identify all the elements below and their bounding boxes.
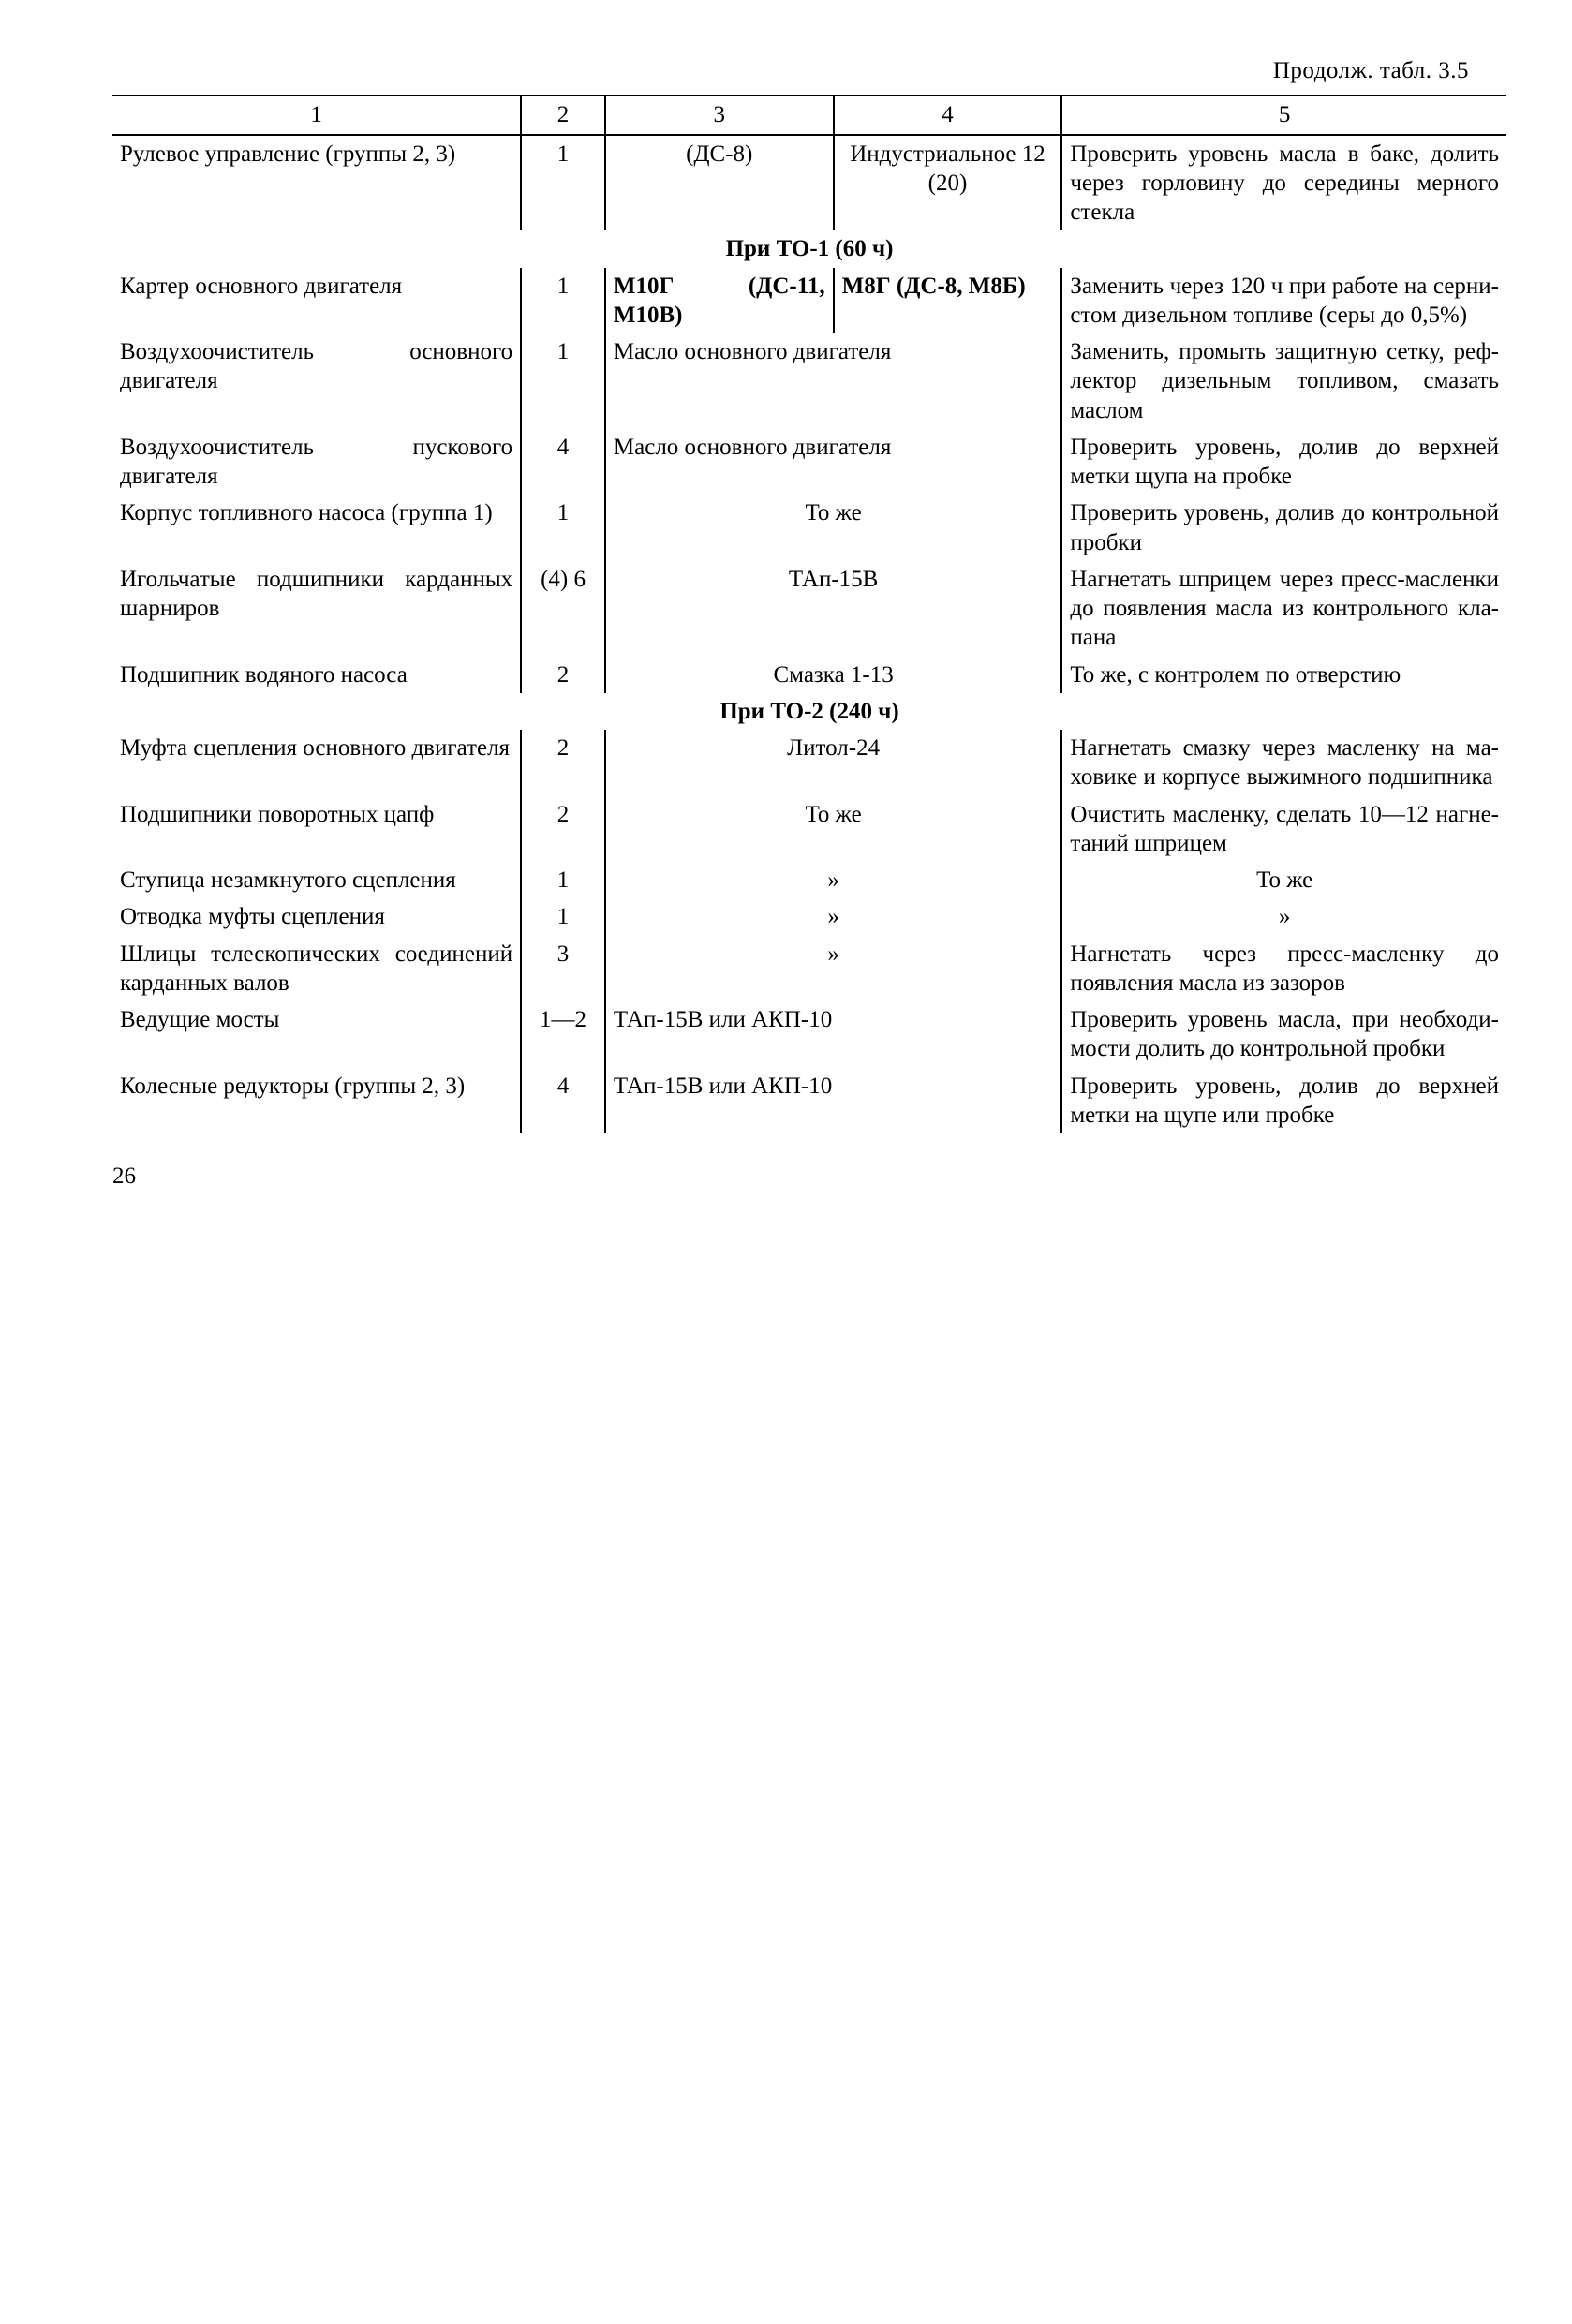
table-row: Ведущие мосты 1—2 ТАп-15В или АКП-10 Про… — [112, 1001, 1506, 1068]
cell-qty: 2 — [521, 796, 605, 863]
cell-qty: 1 — [521, 268, 605, 334]
table-row: Отводка муфты сцепле­ния 1 » » — [112, 898, 1506, 935]
cell-c34: ТАп-15В — [605, 561, 1061, 657]
cell-qty: 1 — [521, 495, 605, 561]
cell-qty: 1 — [521, 862, 605, 898]
cell-c5: Проверить уровень, долив до верхней метк… — [1061, 429, 1506, 496]
cell-name: Отводка муфты сцепле­ния — [112, 898, 521, 935]
cell-name: Подшипники поворотных цапф — [112, 796, 521, 863]
cell-c5: То же, с контролем по отверстию — [1061, 657, 1506, 693]
cell-c5: Очистить масленку, сделать 10—12 нагне­т… — [1061, 796, 1506, 863]
cell-qty: 4 — [521, 429, 605, 496]
col-2-header: 2 — [521, 96, 605, 134]
cell-qty: 4 — [521, 1068, 605, 1134]
cell-name: Ведущие мосты — [112, 1001, 521, 1068]
maintenance-table: 1 2 3 4 5 Рулевое управление (группы 2, … — [112, 95, 1506, 1133]
cell-c34: ТАп-15В или АКП-10 — [605, 1001, 1061, 1068]
cell-c34: Литол-24 — [605, 730, 1061, 796]
cell-c34: » — [605, 898, 1061, 935]
section-row-to2: При ТО-2 (240 ч) — [112, 693, 1506, 730]
cell-qty: 2 — [521, 730, 605, 796]
cell-name: Игольчатые подшипники карданных шарниров — [112, 561, 521, 657]
cell-name: Колесные редукторы (группы 2, 3) — [112, 1068, 521, 1134]
cell-c5: То же — [1061, 862, 1506, 898]
cell-qty: 3 — [521, 936, 605, 1002]
table-row: Колесные редукторы (группы 2, 3) 4 ТАп-1… — [112, 1068, 1506, 1134]
cell-qty: 1 — [521, 135, 605, 231]
cell-name: Ступица незамкнутого сцепления — [112, 862, 521, 898]
table-row: Подшипник водяного насоса 2 Смазка 1-13 … — [112, 657, 1506, 693]
cell-name: Подшипник водяного насоса — [112, 657, 521, 693]
col-1-header: 1 — [112, 96, 521, 134]
cell-c4: Индустри­альное 12 (20) — [834, 135, 1062, 231]
table-row: Картер основного двига­теля 1 М10Г (ДС-1… — [112, 268, 1506, 334]
cell-c34: То же — [605, 796, 1061, 863]
page-number: 26 — [112, 1162, 1506, 1191]
cell-name: Муфта сцепления основ­ного двигателя — [112, 730, 521, 796]
cell-c5: Проверить уровень, долив до контроль­ной… — [1061, 495, 1506, 561]
table-header-row: 1 2 3 4 5 — [112, 96, 1506, 134]
cell-qty: 1 — [521, 898, 605, 935]
table-row: Подшипники поворотных цапф 2 То же Очист… — [112, 796, 1506, 863]
table-row: Шлицы телескопических соединений карданн… — [112, 936, 1506, 1002]
cell-qty: (4) 6 — [521, 561, 605, 657]
cell-name: Шлицы телескопических соединений карданн… — [112, 936, 521, 1002]
col-4-header: 4 — [834, 96, 1062, 134]
cell-name: Воздухоочиститель пус­кового двигателя — [112, 429, 521, 496]
section-label: При ТО-2 (240 ч) — [112, 693, 1506, 730]
cell-c5: Проверить уровень масла, при необходи­мо… — [1061, 1001, 1506, 1068]
table-row: Муфта сцепления основ­ного двигателя 2 Л… — [112, 730, 1506, 796]
table-row: Корпус топливного на­соса (группа 1) 1 Т… — [112, 495, 1506, 561]
table-row: Воздухоочиститель ос­новного двигателя 1… — [112, 333, 1506, 429]
cell-c5: Заменить через 120 ч при работе на серни… — [1061, 268, 1506, 334]
cell-c34: Масло основного двига­теля — [605, 429, 1061, 496]
cell-c5: Нагнетать смазку че­рез масленку на ма­х… — [1061, 730, 1506, 796]
cell-c34: То же — [605, 495, 1061, 561]
cell-c34: » — [605, 936, 1061, 1002]
cell-c34: Смазка 1-13 — [605, 657, 1061, 693]
cell-c4: М8Г (ДС-8, М8Б) — [834, 268, 1062, 334]
section-label: При ТО-1 (60 ч) — [112, 230, 1506, 267]
cell-name: Воздухоочиститель ос­новного двигателя — [112, 333, 521, 429]
cell-name: Корпус топливного на­соса (группа 1) — [112, 495, 521, 561]
cell-name: Рулевое управление (группы 2, 3) — [112, 135, 521, 231]
col-3-header: 3 — [605, 96, 834, 134]
cell-qty: 2 — [521, 657, 605, 693]
table-row: Игольчатые подшипники карданных шарниров… — [112, 561, 1506, 657]
table-continuation: Продолж. табл. 3.5 — [112, 56, 1506, 85]
section-row-to1: При ТО-1 (60 ч) — [112, 230, 1506, 267]
cell-c5: Нагнетать через пресс-масленку до появле… — [1061, 936, 1506, 1002]
table-row: Ступица незамкнутого сцепления 1 » То же — [112, 862, 1506, 898]
cell-qty: 1—2 — [521, 1001, 605, 1068]
table-row: Воздухоочиститель пус­кового двигателя 4… — [112, 429, 1506, 496]
cell-name: Картер основного двига­теля — [112, 268, 521, 334]
col-5-header: 5 — [1061, 96, 1506, 134]
cell-c5: Проверить уровень масла в баке, долить ч… — [1061, 135, 1506, 231]
cell-c5: » — [1061, 898, 1506, 935]
table-row: Рулевое управление (группы 2, 3) 1 (ДС-8… — [112, 135, 1506, 231]
cell-qty: 1 — [521, 333, 605, 429]
cell-c34: » — [605, 862, 1061, 898]
cell-c3: М10Г (ДС-11, М10В) — [605, 268, 834, 334]
cell-c34: ТАп-15В или АКП-10 — [605, 1068, 1061, 1134]
cell-c34: Масло основного двига­теля — [605, 333, 1061, 429]
cell-c5: Нагнетать шприцем через пресс-масленки д… — [1061, 561, 1506, 657]
cell-c3: (ДС-8) — [605, 135, 834, 231]
cell-c5: Проверить уровень, долив до верхней метк… — [1061, 1068, 1506, 1134]
cell-c5: Заменить, промыть защитную сетку, реф­ле… — [1061, 333, 1506, 429]
